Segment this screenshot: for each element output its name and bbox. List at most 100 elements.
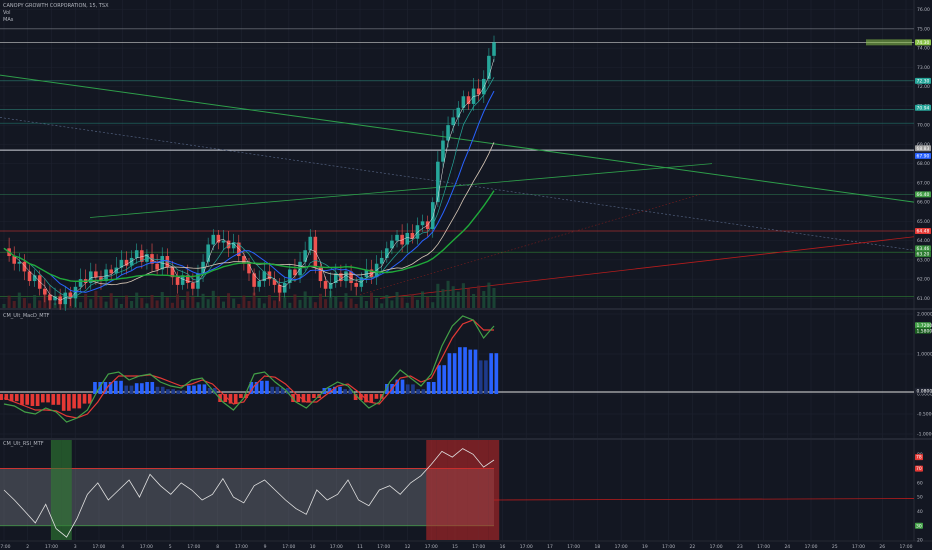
price-tick-label: 70.00	[917, 123, 930, 129]
volume-bar	[27, 303, 32, 308]
volume-bar	[375, 298, 379, 308]
price-tag-label: 68.83	[917, 146, 930, 152]
mas-legend[interactable]: MAs	[3, 17, 14, 23]
macd-histogram-bar	[468, 349, 473, 394]
volume-bar	[237, 304, 241, 308]
rsi-tag-bg	[915, 454, 923, 461]
volume-bar	[201, 293, 205, 308]
candle-body	[410, 232, 415, 239]
volume-bar	[216, 296, 220, 308]
volume-bar	[446, 280, 450, 308]
rsi-overbought-highlight	[447, 440, 458, 540]
volume-bar	[426, 296, 430, 308]
volume-bar	[7, 295, 11, 308]
rsi-title[interactable]: CM_Ult_RSI_MTF	[3, 441, 44, 447]
candle-body	[328, 282, 333, 289]
volume-bar	[79, 302, 83, 308]
volume-bar	[472, 294, 476, 308]
candle-body	[282, 282, 287, 293]
macd-histogram-bar	[150, 382, 155, 394]
price-tag-label: 64.48	[917, 229, 930, 235]
macd-histogram-bar	[108, 382, 113, 394]
volume-bar	[451, 286, 455, 308]
volume-bar	[257, 298, 261, 308]
time-tick-label: 19	[642, 544, 648, 550]
candle-body	[247, 263, 251, 274]
macd-histogram-bar	[186, 385, 191, 394]
macd-tick-label: -1.0000	[917, 432, 932, 438]
candle-body	[395, 234, 399, 241]
volume-bar	[308, 296, 312, 308]
volume-bar	[22, 298, 26, 308]
time-tick-label: 17:00	[187, 544, 200, 550]
candle-body	[68, 292, 73, 299]
candle-body	[288, 269, 292, 283]
volume-bar	[145, 303, 149, 308]
macd-title[interactable]: CM_Ult_MacD_MTF	[3, 313, 50, 319]
macd-histogram-bar	[20, 394, 24, 405]
candle-body	[349, 271, 353, 283]
macd-histogram-bar	[442, 365, 447, 394]
volume-bar	[196, 302, 200, 308]
volume-bar	[252, 292, 256, 308]
volume-bar	[390, 300, 394, 308]
candle-body	[124, 259, 129, 266]
rsi-line	[3, 448, 495, 538]
price-tag-label: 74.30	[917, 40, 930, 46]
time-tick-label: 8	[216, 544, 219, 550]
candle-body	[379, 257, 384, 264]
macd-histogram-bar	[416, 389, 420, 394]
candle-body	[354, 282, 358, 287]
rsi-tick-label: 60	[917, 480, 923, 486]
time-tick-label: 17:00	[662, 544, 675, 550]
vol-legend[interactable]: Vol	[3, 10, 11, 16]
macd-histogram-bar	[98, 382, 102, 394]
volume-bar	[395, 292, 399, 308]
time-tick-label: 17:00	[377, 544, 390, 550]
macd-tag-bg	[915, 327, 931, 334]
macd-histogram-bar	[56, 394, 61, 405]
time-tick-label: 12	[405, 544, 411, 550]
price-tick-label: 72.00	[917, 84, 930, 90]
time-tick-label: 18	[595, 544, 601, 550]
candle-body	[446, 125, 450, 141]
price-tag-bg	[915, 104, 931, 111]
symbol-title: CANOPY GROWTH CORPORATION, 15, TSX	[3, 3, 109, 9]
rsi-tag-label: 30	[916, 523, 922, 529]
volume-bar	[313, 302, 317, 308]
candle-body	[262, 271, 267, 282]
macd-histogram-bar	[452, 353, 457, 394]
rsi-tick-label: 50	[917, 495, 923, 501]
macd-histogram-bar	[374, 394, 379, 399]
price-tag-label: 70.94	[917, 105, 930, 111]
macd-histogram-bar	[4, 394, 9, 400]
volume-bar	[206, 299, 210, 308]
macd-histogram-bar	[478, 360, 483, 394]
macd-histogram-bar	[197, 384, 202, 394]
volume-bar	[38, 300, 42, 308]
volume-bar	[181, 299, 185, 308]
volume-bar	[135, 292, 139, 308]
price-tick-label: 67.00	[917, 180, 930, 186]
volume-bar	[380, 303, 384, 308]
macd-histogram-bar	[46, 394, 50, 403]
trend-line-dotted	[0, 117, 915, 251]
candle-body	[63, 292, 68, 305]
volume-bar	[492, 288, 496, 308]
macd-histogram-bar	[77, 394, 82, 409]
rsi-tag-label: 70	[916, 466, 922, 472]
volume-bar	[221, 301, 226, 308]
macd-histogram-bar	[166, 389, 170, 394]
macd-histogram-bar	[484, 360, 488, 394]
macd-histogram-bar	[124, 385, 129, 394]
time-tick-label: 16	[500, 544, 506, 550]
time-tick-label: 23	[737, 544, 743, 550]
macd-histogram-bar	[61, 394, 66, 411]
volume-bar	[155, 300, 159, 308]
candle-body	[374, 263, 379, 278]
candle-body	[170, 267, 175, 278]
trend-line-red-dotted	[359, 194, 701, 295]
candle-body	[104, 269, 108, 282]
volume-bar	[124, 295, 129, 308]
